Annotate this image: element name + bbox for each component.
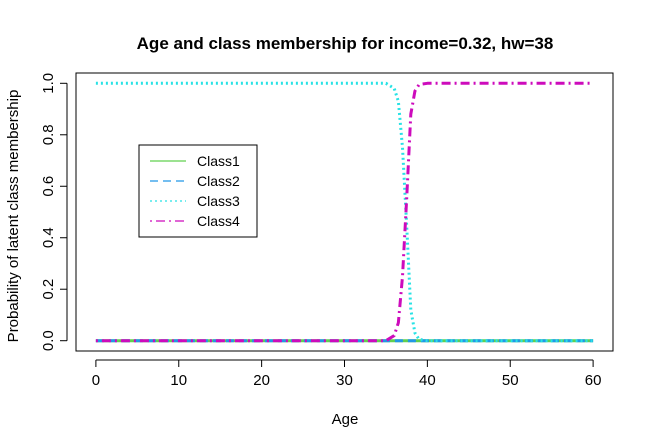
y-axis: 0.0 0.2 0.4 0.6 0.8 1.0 — [40, 73, 68, 351]
y-tick-label: 0.2 — [40, 279, 57, 300]
y-tick-label: 0.0 — [40, 330, 57, 351]
y-axis-label: Probability of latent class membership — [5, 90, 22, 343]
legend-label: Class3 — [197, 193, 240, 209]
y-tick-label: 1.0 — [40, 73, 57, 94]
x-tick-label: 60 — [585, 372, 602, 389]
legend-label: Class1 — [197, 153, 240, 169]
legend-label: Class4 — [197, 213, 240, 229]
series-layer — [95, 81, 594, 343]
x-tick-label: 30 — [336, 372, 353, 389]
legend-label: Class2 — [197, 173, 240, 189]
legend-box — [138, 144, 258, 238]
plot-frame — [75, 72, 614, 352]
x-tick-label: 20 — [253, 372, 270, 389]
y-tick-label: 0.6 — [40, 176, 57, 197]
series-line-class4 — [95, 81, 594, 343]
x-tick-label: 40 — [419, 372, 436, 389]
y-tick-label: 0.4 — [40, 227, 57, 248]
x-axis-label: Age — [332, 411, 359, 428]
x-axis: 0 10 20 30 40 50 60 — [92, 359, 602, 389]
x-tick-label: 10 — [170, 372, 187, 389]
chart-title: Age and class membership for income=0.32… — [137, 34, 554, 53]
y-tick-label: 0.8 — [40, 124, 57, 145]
legend: Class1 Class2 Class3 Class4 — [138, 144, 258, 238]
x-tick-label: 0 — [92, 372, 100, 389]
x-tick-label: 50 — [502, 372, 519, 389]
